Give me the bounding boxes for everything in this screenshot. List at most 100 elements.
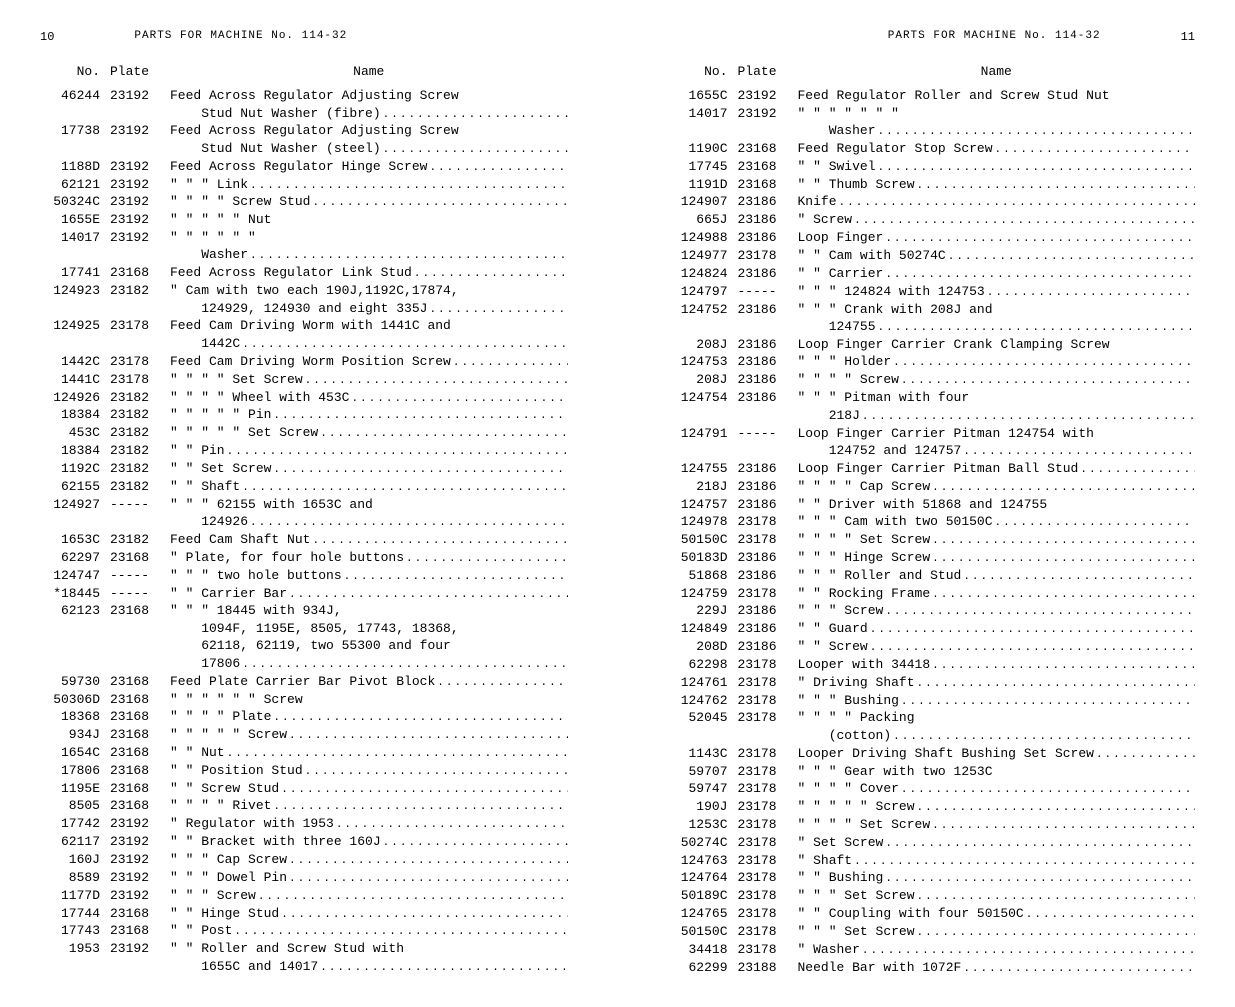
table-row: 12476423178" " Bushing (668, 869, 1196, 887)
table-row: 50150C23178" " " Set Screw (668, 923, 1196, 941)
part-name: Loop Finger Carrier Pitman 124754 with (798, 425, 1196, 443)
part-name: Feed Cam Shaft Nut (170, 531, 568, 549)
leader-dots (250, 247, 567, 262)
plate-number: 23192 (110, 833, 170, 851)
table-row: 1442C23178Feed Cam Driving Worm Position… (40, 353, 568, 371)
plate-number: 23182 (110, 531, 170, 549)
table-row: 12475723186" " Driver with 51868 and 124… (668, 496, 1196, 514)
part-name: Feed Regulator Stop Screw (798, 140, 1196, 158)
part-name: " " Rocking Frame (798, 585, 1196, 603)
part-name: " " Coupling with four 50150C (798, 905, 1196, 923)
part-name: " " " " " Set Screw (170, 424, 568, 442)
part-number: 62123 (40, 602, 110, 620)
leader-dots (878, 123, 1195, 138)
leader-dots (963, 960, 1195, 975)
plate-number: 23182 (110, 478, 170, 496)
part-name: " " " Dowel Pin (170, 869, 568, 887)
leader-dots (862, 408, 1195, 423)
leader-dots (406, 550, 567, 565)
table-row: 5186823186" " " Roller and Stud (668, 567, 1196, 585)
part-number: 124907 (668, 193, 738, 211)
leader-dots (351, 390, 567, 405)
part-number: 62117 (40, 833, 110, 851)
leader-dots (305, 763, 568, 778)
table-row: 124752 and 124757 (668, 442, 1196, 460)
part-name: " " " Screw (798, 602, 1196, 620)
part-name: " " " Gear with two 1253C (798, 763, 1196, 781)
part-number: 124988 (668, 229, 738, 247)
table-row: 12476223178" " " Bushing (668, 692, 1196, 710)
table-row: 190J23178" " " " " Screw (668, 798, 1196, 816)
leader-dots (414, 265, 568, 280)
part-number: 51868 (668, 567, 738, 585)
part-name: 1442C (170, 335, 568, 353)
part-number: 59707 (668, 763, 738, 781)
part-number: 124791 (668, 425, 738, 443)
leader-dots (885, 266, 1195, 281)
table-row: 12497823178" " " Cam with two 50150C (668, 513, 1196, 531)
part-name: " " " Link (170, 176, 568, 194)
part-number: 218J (668, 478, 738, 496)
leader-dots (437, 674, 567, 689)
table-row: 858923192" " " Dowel Pin (40, 869, 568, 887)
plate-number: 23182 (110, 406, 170, 424)
table-row: 1780623168" " Position Stud (40, 762, 568, 780)
plate-number: 23178 (110, 317, 170, 335)
part-name: " " Bracket with three 160J (170, 833, 568, 851)
part-name: " " " Screw (170, 887, 568, 905)
part-number: 17743 (40, 922, 110, 940)
part-name: " Washer (798, 941, 1196, 959)
part-number: 1191D (668, 176, 738, 194)
part-number: 1953 (40, 940, 110, 958)
leader-dots (901, 372, 1195, 387)
part-number: 18384 (40, 442, 110, 460)
table-row: 12484923186" " Guard (668, 620, 1196, 638)
part-name: Feed Cam Driving Worm with 1441C and (170, 317, 568, 335)
table-row: 12492323182" Cam with two each 190J,1192… (40, 282, 568, 300)
table-row: 124791-----Loop Finger Carrier Pitman 12… (668, 425, 1196, 443)
leader-dots (948, 248, 1195, 263)
part-number: 62155 (40, 478, 110, 496)
part-number: 17744 (40, 905, 110, 923)
table-row: 124797-----" " " 124824 with 124753 (668, 283, 1196, 301)
plate-number: 23178 (738, 816, 798, 834)
part-name: 124926 (170, 513, 568, 531)
table-row: 1774323168" " Post (40, 922, 568, 940)
table-row: 1653C23182Feed Cam Shaft Nut (40, 531, 568, 549)
plate-number: 23192 (110, 229, 170, 247)
plate-number: 23182 (110, 389, 170, 407)
part-name: Feed Plate Carrier Bar Pivot Block (170, 673, 568, 691)
table-row: 6212123192" " " Link (40, 176, 568, 194)
leader-dots (1080, 461, 1195, 476)
part-number: 124755 (668, 460, 738, 478)
part-number: 208J (668, 371, 738, 389)
table-row: 6212323168" " " 18445 with 934J, (40, 602, 568, 620)
leader-dots (242, 656, 567, 671)
part-number: 208D (668, 638, 738, 656)
table-row: 1836823168" " " " Plate (40, 708, 568, 726)
leader-dots (289, 870, 567, 885)
part-name: " " " " Rivet (170, 797, 568, 815)
part-number: 17741 (40, 264, 110, 282)
part-name: " " " Cam with two 50150C (798, 513, 1196, 531)
plate-number: 23168 (110, 673, 170, 691)
plate-number: 23168 (110, 744, 170, 762)
table-row: 1253C23178" " " " Set Screw (668, 816, 1196, 834)
part-number: 934J (40, 726, 110, 744)
leader-dots (932, 817, 1195, 832)
table-row: 208J23186Loop Finger Carrier Crank Clamp… (668, 336, 1196, 354)
leader-dots (932, 586, 1195, 601)
plate-number: 23192 (110, 887, 170, 905)
table-row: 1188D23192Feed Across Regulator Hinge Sc… (40, 158, 568, 176)
table-row: 50324C23192" " " " Screw Stud (40, 193, 568, 211)
part-name: " Screw (798, 211, 1196, 229)
table-row: 1401723192" " " " " " (40, 229, 568, 247)
part-name: 62118, 62119, two 55300 and four (170, 637, 568, 655)
part-name: 1655C and 14017 (170, 958, 568, 976)
table-row: 1177D23192" " " Screw (40, 887, 568, 905)
part-name: 1094F, 1195E, 8505, 17743, 18368, (170, 620, 568, 638)
plate-number: ----- (738, 425, 798, 443)
part-name: Stud Nut Washer (steel) (170, 140, 568, 158)
right-page: PARTS FOR MACHINE No. 114-32 11 No. Plat… (668, 30, 1196, 977)
table-row: 1654C23168" " Nut (40, 744, 568, 762)
